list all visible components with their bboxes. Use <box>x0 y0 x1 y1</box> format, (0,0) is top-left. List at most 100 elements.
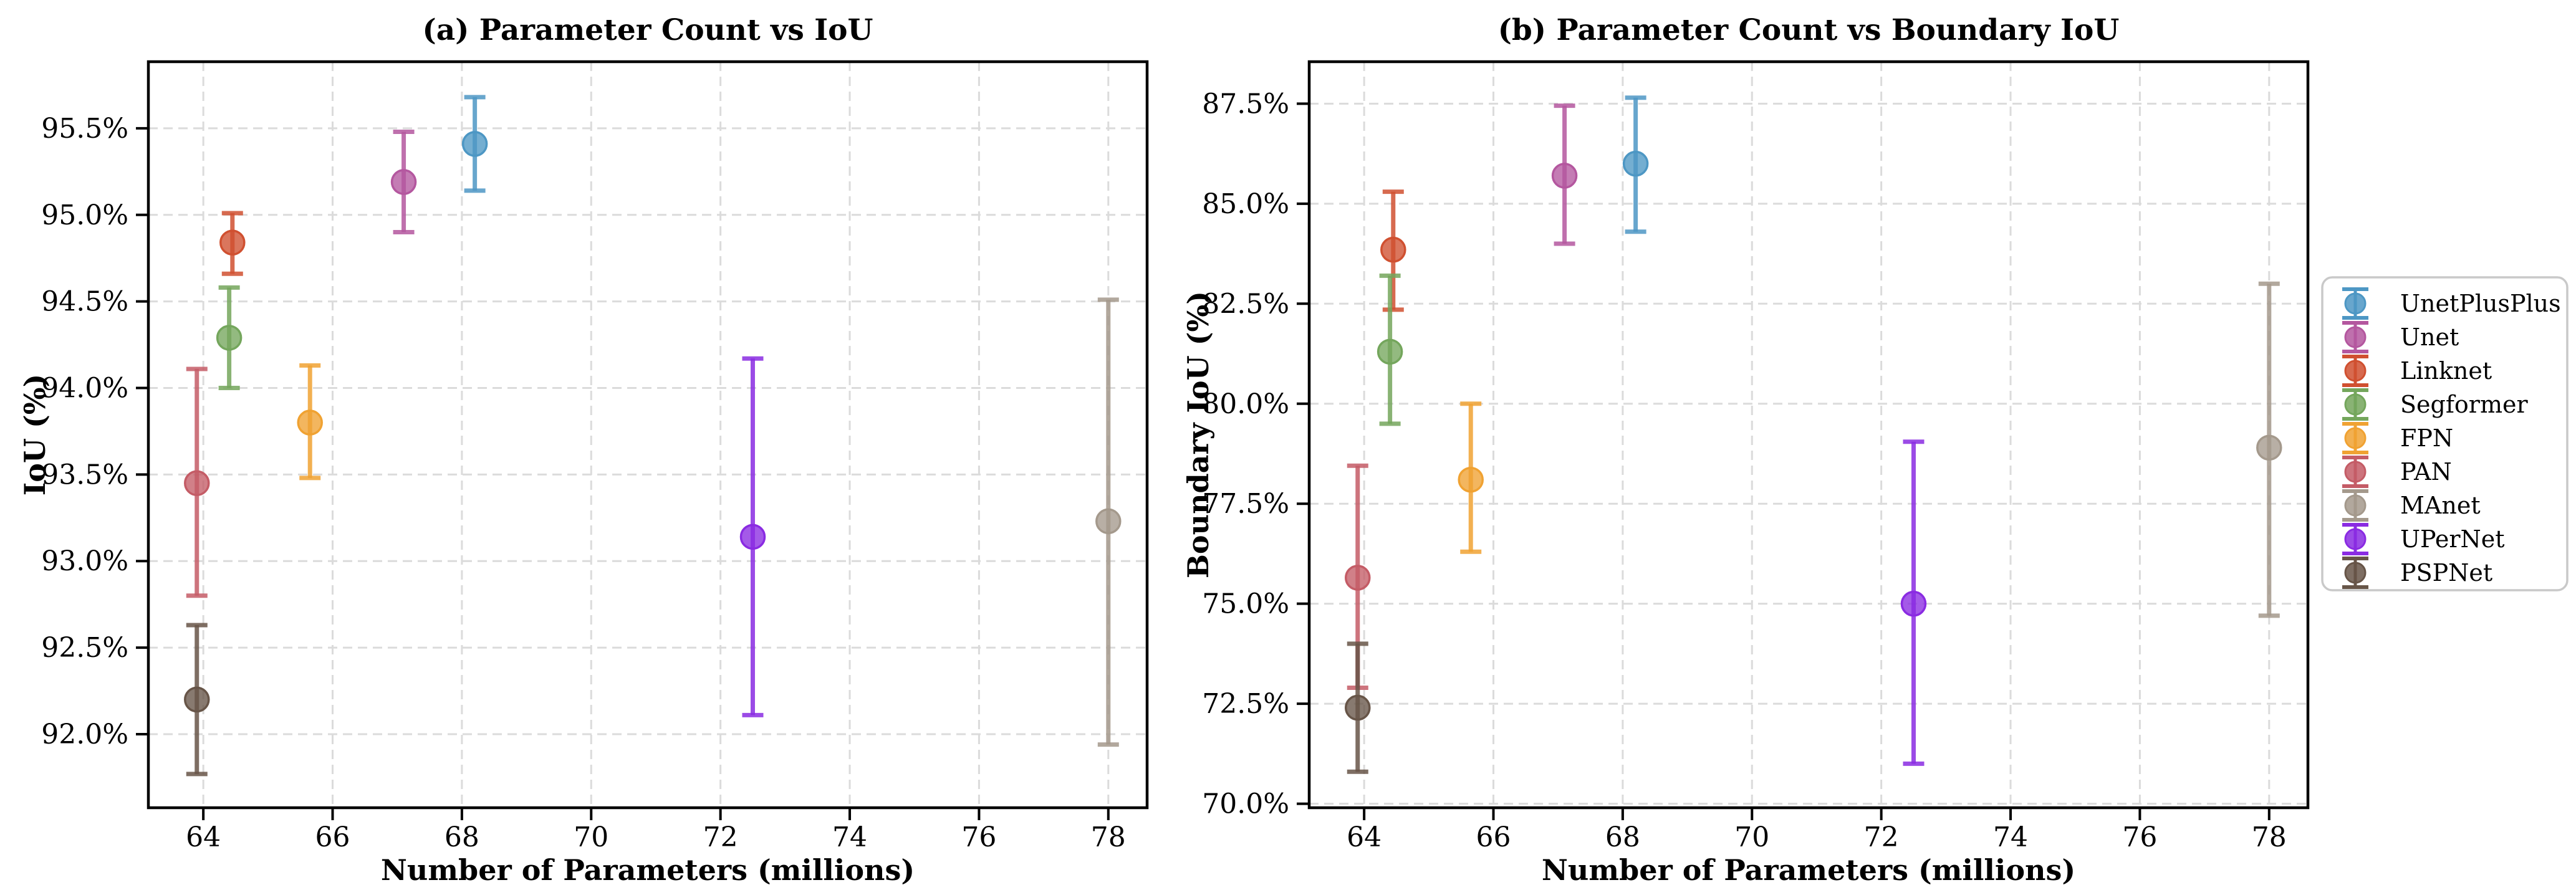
marker-UnetPlusPlus <box>1622 150 1649 177</box>
marker-UnetPlusPlus <box>461 131 488 157</box>
x-tick-label: 64 <box>186 821 221 853</box>
marker-UPerNet <box>1900 590 1927 617</box>
x-tick-label: 78 <box>2252 821 2287 853</box>
point-UPerNet-panel-a <box>739 356 766 717</box>
legend-label: Segformer <box>2400 391 2528 418</box>
x-tick-label: 70 <box>574 821 608 853</box>
point-MAnet-panel-b <box>2256 281 2282 618</box>
x-tick-label: 68 <box>445 821 479 853</box>
legend-label: Linknet <box>2400 357 2492 385</box>
axes-frame <box>1307 60 2310 810</box>
y-tick-label: 93.0% <box>41 545 128 577</box>
y-tick-label: 94.0% <box>41 373 128 404</box>
point-UnetPlusPlus-panel-a <box>461 95 488 193</box>
panel-title: (a) Parameter Count vs IoU <box>422 13 873 47</box>
tick-marks <box>136 127 1110 820</box>
y-tick-label: 77.5% <box>1202 488 1289 520</box>
marker-Unet <box>1551 163 1578 189</box>
x-tick-label: 64 <box>1347 821 1382 853</box>
point-PAN-panel-a <box>184 366 210 598</box>
y-tick-label: 95.0% <box>41 199 128 231</box>
legend-label: UnetPlusPlus <box>2400 290 2561 317</box>
y-tick-label: 92.5% <box>41 632 128 664</box>
legend-marker-icon <box>2344 292 2367 315</box>
y-tick-label: 95.5% <box>41 113 128 145</box>
x-tick-label: 72 <box>703 821 738 853</box>
legend-label: UPerNet <box>2400 525 2505 553</box>
point-PSPNet-panel-a <box>184 623 210 777</box>
x-tick-label: 76 <box>2122 821 2157 853</box>
marker-Unet <box>390 169 417 195</box>
legend-item-PAN: PAN <box>2342 456 2452 488</box>
y-tick-label: 82.5% <box>1202 288 1289 320</box>
marker-Segformer <box>216 325 243 351</box>
point-Unet-panel-a <box>390 129 417 235</box>
legend-marker-icon <box>2344 427 2367 449</box>
panel-a: 64 66 68 70 72 74 76 78 92.0% 92.5% 93.0% 93.5% 94.0… <box>18 13 1149 887</box>
legend-item-Linknet: Linknet <box>2342 355 2492 387</box>
y-tick-label: 75.0% <box>1202 588 1289 620</box>
marker-Segformer <box>1377 338 1403 365</box>
y-tick-label: 85.0% <box>1202 188 1289 220</box>
legend-item-Segformer: Segformer <box>2342 388 2528 421</box>
point-FPN-panel-b <box>1458 401 1484 554</box>
legend-item-FPN: FPN <box>2342 422 2453 454</box>
x-axis-label: Number of Parameters (millions) <box>1542 853 2075 887</box>
marker-MAnet <box>1095 508 1122 535</box>
point-PSPNet-panel-b <box>1345 641 1371 774</box>
tick-marks <box>1297 102 2271 820</box>
x-tick-label: 76 <box>961 821 996 853</box>
legend-marker-icon <box>2344 326 2367 348</box>
legend: UnetPlusPlus Unet Linknet Segformer FPN PAN MA… <box>2321 276 2569 591</box>
x-tick-label: 74 <box>1993 821 2028 853</box>
marker-FPN <box>297 409 323 436</box>
legend-item-Unet: Unet <box>2342 321 2459 353</box>
gridlines <box>1309 62 2308 808</box>
y-tick-label: 93.5% <box>41 459 128 490</box>
legend-box <box>2321 276 2569 591</box>
x-tick-label: 74 <box>832 821 867 853</box>
point-UPerNet-panel-b <box>1900 439 1927 766</box>
panel-title: (b) Parameter Count vs Boundary IoU <box>1498 13 2120 47</box>
y-axis-label: IoU (%) <box>18 374 52 496</box>
point-FPN-panel-a <box>297 363 323 481</box>
point-Unet-panel-b <box>1551 103 1578 246</box>
legend-label: PSPNet <box>2400 559 2492 586</box>
marker-Linknet <box>219 229 246 256</box>
x-tick-label: 68 <box>1605 821 1640 853</box>
legend-item-MAnet: MAnet <box>2342 489 2481 522</box>
point-Linknet-panel-b <box>1380 189 1406 312</box>
legend-item-UnetPlusPlus: UnetPlusPlus <box>2342 287 2561 320</box>
legend-label: FPN <box>2400 424 2453 452</box>
marker-PAN <box>184 470 210 497</box>
legend-marker-icon <box>2344 494 2367 517</box>
point-Linknet-panel-a <box>219 211 246 276</box>
legend-label: Unet <box>2400 323 2459 351</box>
y-tick-label: 87.5% <box>1202 88 1289 120</box>
marker-PSPNet <box>1345 694 1371 721</box>
x-tick-label: 70 <box>1734 821 1769 853</box>
legend-marker-icon <box>2344 461 2367 483</box>
point-Segformer-panel-a <box>216 285 243 391</box>
marker-MAnet <box>2256 434 2282 461</box>
marker-Linknet <box>1380 236 1406 263</box>
x-tick-label: 72 <box>1864 821 1899 853</box>
marker-UPerNet <box>739 524 766 550</box>
legend-label: PAN <box>2400 458 2452 486</box>
point-UnetPlusPlus-panel-b <box>1622 95 1649 234</box>
marker-PSPNet <box>184 686 210 713</box>
x-axis-label: Number of Parameters (millions) <box>381 853 915 887</box>
legend-marker-icon <box>2344 393 2367 416</box>
legend-item-UPerNet: UPerNet <box>2342 523 2505 555</box>
point-Segformer-panel-b <box>1377 273 1403 426</box>
legend-item-PSPNet: PSPNet <box>2342 557 2492 589</box>
legend-marker-icon <box>2344 528 2367 550</box>
panel-b: 64 66 68 70 72 74 76 78 70.0% 72.5% 75.0% 77.5% 80.0… <box>1181 13 2310 887</box>
legend-marker-icon <box>2344 360 2367 382</box>
y-tick-label: 70.0% <box>1202 788 1289 820</box>
marker-PAN <box>1345 565 1371 591</box>
y-tick-label: 94.5% <box>41 286 128 318</box>
